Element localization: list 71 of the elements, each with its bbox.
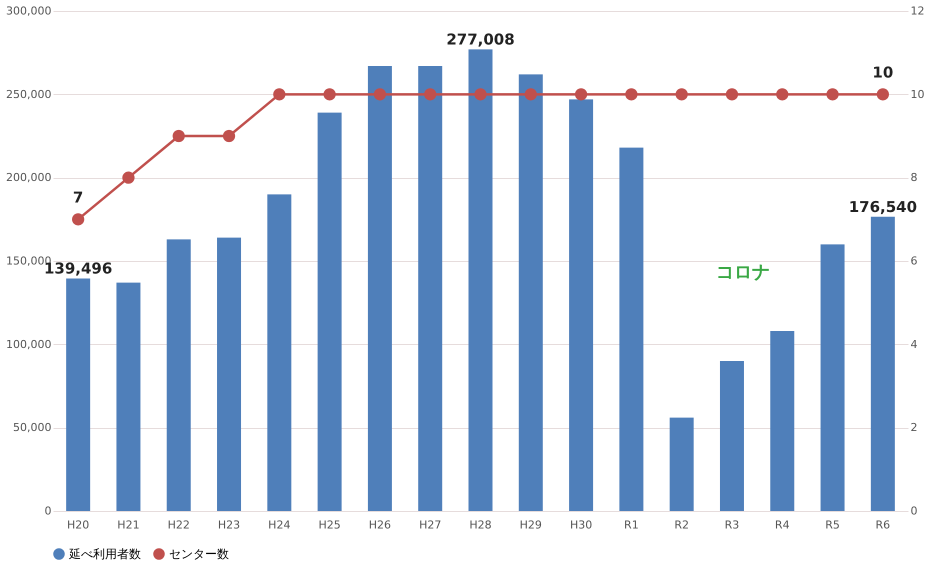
legend-label: 延べ利用者数	[68, 547, 141, 561]
x-tick-label: H20	[67, 518, 90, 532]
annotation: コロナ	[716, 262, 770, 283]
x-tick-label: R6	[876, 518, 890, 532]
data-label: 176,540	[848, 198, 918, 216]
point	[826, 88, 839, 100]
bar	[66, 278, 90, 511]
point	[625, 88, 638, 100]
data-label: 277,008	[446, 30, 515, 48]
x-tick-label: R2	[674, 518, 690, 532]
point	[222, 130, 236, 142]
x-tick-label: H25	[318, 518, 341, 532]
bar	[670, 418, 694, 511]
bar	[518, 74, 543, 511]
y-tick-label: 0	[44, 504, 52, 518]
y-tick-label: 250,000	[6, 88, 52, 101]
bar	[318, 112, 342, 511]
bar	[166, 239, 191, 511]
x-tick-label: H24	[268, 518, 290, 532]
point	[273, 88, 286, 100]
y2-tick-label: 0	[910, 504, 918, 518]
y-tick-label: 300,000	[6, 4, 52, 18]
bar	[870, 216, 895, 511]
point	[172, 130, 185, 142]
y2-tick-label: 8	[910, 171, 918, 184]
y2-tick-label: 12	[910, 4, 924, 18]
y-tick-label: 100,000	[6, 338, 52, 351]
x-tick-label: H28	[469, 518, 492, 532]
bar	[217, 238, 242, 511]
point	[524, 88, 537, 100]
x-tick-label: H29	[520, 518, 542, 532]
bar	[820, 244, 845, 511]
x-tick-label: H27	[419, 518, 442, 532]
point	[574, 88, 588, 100]
x-tick-label: R5	[825, 518, 840, 532]
y-tick-label: 50,000	[13, 421, 52, 434]
y2-tick-label: 2	[910, 421, 918, 434]
point	[122, 172, 135, 184]
bar	[720, 361, 744, 511]
point	[323, 88, 336, 100]
x-tick-label: H26	[368, 518, 392, 532]
legend-label: センター数	[169, 547, 229, 561]
data-label: 10	[872, 63, 894, 82]
y-tick-label: 200,000	[6, 171, 52, 184]
bar	[418, 66, 442, 511]
bar	[468, 49, 492, 511]
point	[776, 88, 788, 100]
bar	[116, 282, 140, 511]
bar	[619, 148, 644, 511]
point	[676, 88, 688, 100]
x-tick-label: H22	[168, 518, 190, 532]
x-tick-label: R3	[724, 518, 740, 532]
bar	[368, 66, 392, 511]
point	[474, 88, 487, 100]
y2-tick-label: 6	[910, 254, 918, 268]
x-tick-label: H23	[218, 518, 240, 532]
bar	[569, 99, 594, 511]
data-label: 7	[72, 188, 84, 206]
x-tick-label: H21	[117, 518, 140, 532]
x-tick-label: H30	[570, 518, 592, 532]
x-tick-label: R1	[624, 518, 639, 532]
point	[374, 88, 386, 100]
bar	[770, 331, 794, 511]
point	[424, 88, 436, 100]
y2-tick-label: 10	[910, 88, 924, 101]
point	[876, 88, 889, 100]
x-tick-label: R4	[774, 518, 790, 532]
point	[72, 213, 84, 226]
y2-tick-label: 4	[910, 338, 918, 351]
bar	[267, 194, 292, 511]
point	[726, 88, 738, 100]
